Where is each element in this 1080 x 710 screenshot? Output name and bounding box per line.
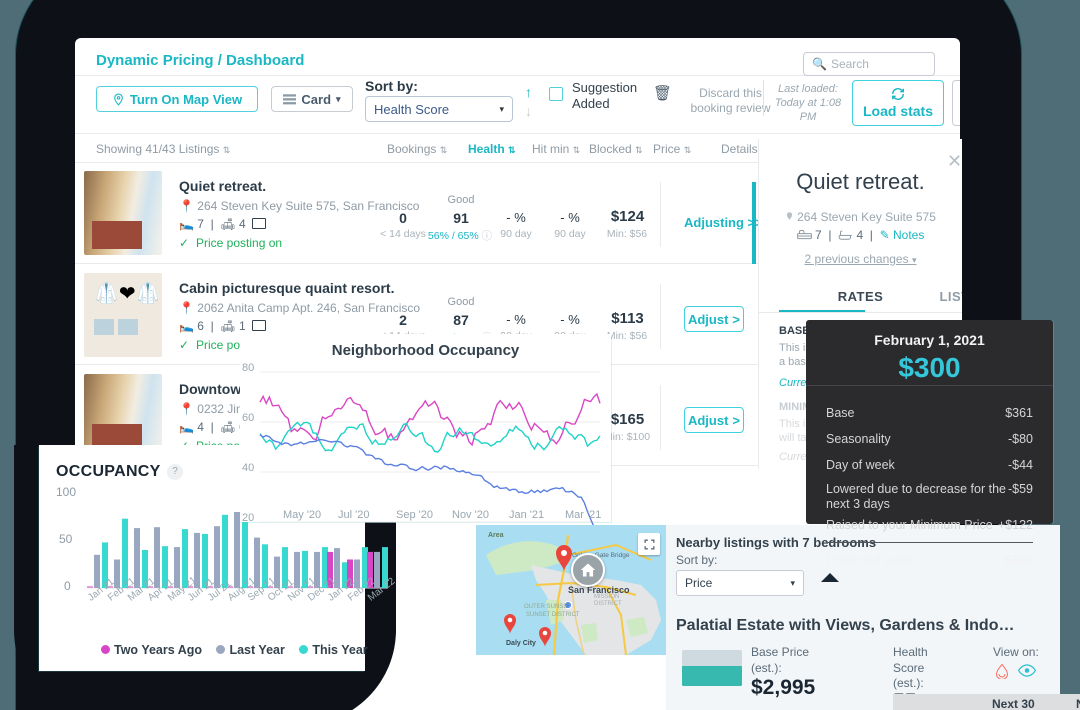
svg-text:Area: Area bbox=[488, 532, 504, 539]
svg-text:SUNSET DISTRICT: SUNSET DISTRICT bbox=[526, 612, 580, 618]
svg-text:MISSION: MISSION bbox=[594, 594, 619, 600]
svg-text:Daly City: Daly City bbox=[506, 640, 536, 647]
svg-text:DISTRICT: DISTRICT bbox=[594, 601, 622, 607]
svg-text:OUTER SUNSET: OUTER SUNSET bbox=[524, 604, 571, 610]
